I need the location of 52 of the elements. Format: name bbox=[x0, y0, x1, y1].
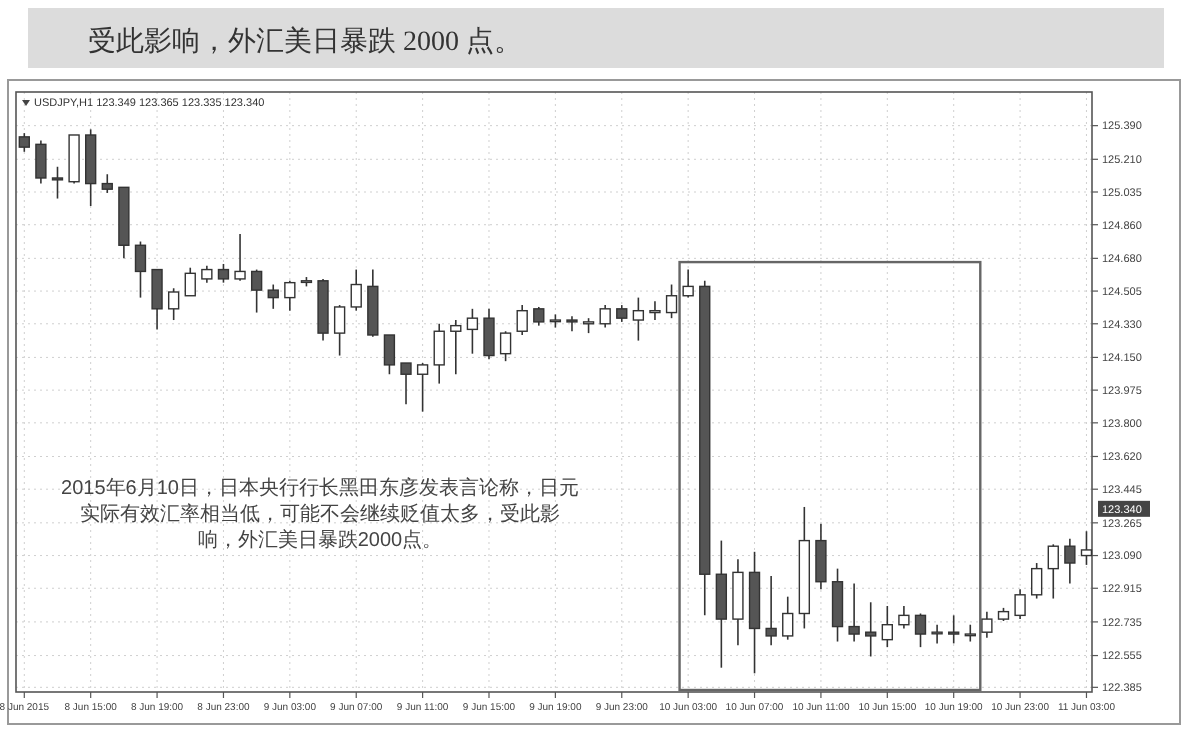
chart-title: 受此影响，外汇美日暴跌 2000 点。 bbox=[88, 26, 522, 58]
candlestick bbox=[865, 601, 877, 658]
candlestick bbox=[134, 240, 147, 299]
candlestick bbox=[914, 612, 927, 648]
candlestick bbox=[931, 623, 943, 645]
candlestick bbox=[632, 296, 645, 342]
candlestick bbox=[516, 304, 528, 336]
candlestick bbox=[1047, 543, 1059, 600]
candlestick bbox=[665, 283, 678, 319]
candlestick bbox=[1031, 562, 1043, 600]
candlestick bbox=[499, 330, 512, 362]
candlestick bbox=[649, 300, 661, 321]
candlestick bbox=[51, 165, 64, 200]
candlestick bbox=[250, 268, 263, 314]
candlestick bbox=[416, 362, 429, 413]
candlestick bbox=[898, 605, 910, 630]
candlestick bbox=[184, 266, 196, 297]
candlestick bbox=[101, 173, 113, 194]
candlestick bbox=[1064, 537, 1076, 585]
candlestick bbox=[350, 268, 362, 312]
candlestick bbox=[151, 268, 163, 331]
candlestick bbox=[167, 287, 180, 321]
candlestick bbox=[1014, 588, 1026, 620]
candlestick bbox=[881, 605, 893, 648]
candlestick bbox=[566, 315, 578, 333]
candlestick bbox=[599, 304, 611, 329]
candlestick bbox=[831, 567, 844, 643]
candlestick bbox=[234, 233, 246, 282]
candlestick bbox=[715, 539, 728, 669]
candlestick bbox=[848, 582, 860, 643]
candlestick bbox=[450, 319, 462, 376]
candlestick bbox=[782, 595, 794, 641]
candlestick bbox=[400, 362, 412, 405]
candlestick bbox=[217, 263, 230, 284]
candlestick bbox=[284, 279, 296, 312]
candlestick bbox=[466, 308, 479, 355]
candlestick bbox=[433, 322, 445, 385]
candlestick bbox=[383, 334, 396, 376]
candlestick bbox=[35, 139, 47, 185]
candlestick bbox=[732, 558, 744, 647]
candlestick bbox=[267, 283, 279, 310]
candlestick bbox=[483, 308, 495, 361]
candlestick bbox=[765, 575, 777, 647]
candlestick bbox=[682, 268, 694, 299]
candlestick bbox=[533, 306, 545, 327]
annotation: 2015年6月10日，日本央行行长黑田东彦发表言论称，日元实际有效汇率相当低，可能不会继续贬值太多，受此影响，外汇美日暴跌2000点。 bbox=[61, 476, 579, 552]
candlestick bbox=[333, 304, 346, 357]
candlestick bbox=[68, 134, 80, 185]
candlestick bbox=[948, 614, 960, 645]
candlestick bbox=[964, 623, 976, 643]
candlestick bbox=[815, 522, 827, 590]
candlestick bbox=[981, 610, 993, 639]
